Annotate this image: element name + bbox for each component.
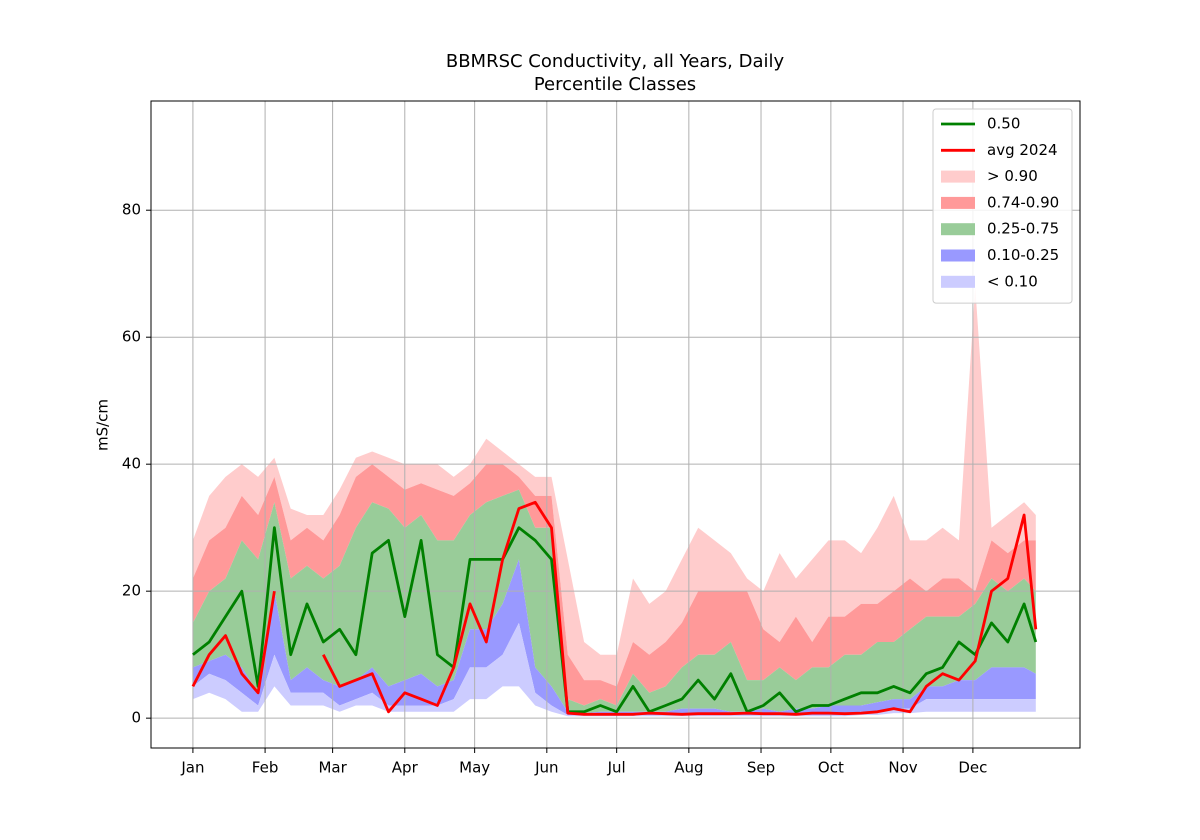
legend-swatch <box>941 249 975 262</box>
x-tick-label: Mar <box>318 759 347 777</box>
y-tick-label: 80 <box>122 201 141 219</box>
legend-swatch <box>941 223 975 236</box>
legend-label: 0.50 <box>987 115 1020 133</box>
legend-label: < 0.10 <box>987 272 1038 290</box>
legend-label: > 0.90 <box>987 167 1038 185</box>
x-tick-label: Jul <box>607 759 626 777</box>
x-tick-label: Apr <box>392 759 419 777</box>
y-tick-label: 60 <box>122 328 141 346</box>
series-line <box>191 500 1038 716</box>
percentile-band <box>192 622 1036 717</box>
x-tick-label: Jun <box>534 759 558 777</box>
y-tick-label: 40 <box>122 455 141 473</box>
x-tick-label: Dec <box>958 759 987 777</box>
plot-frame <box>150 100 1081 749</box>
percentile-band <box>192 286 1036 687</box>
y-tick-label: 20 <box>122 582 141 600</box>
percentile-band <box>192 489 1036 714</box>
x-tick-label: May <box>459 759 490 777</box>
x-tick-label: Nov <box>888 759 917 777</box>
x-tick-label: Aug <box>674 759 703 777</box>
y-tick-label: 0 <box>131 709 141 727</box>
chart-title: BBMRSC Conductivity, all Years, Daily <box>446 51 785 72</box>
y-axis-label: mS/cm <box>94 399 112 451</box>
chart-subtitle: Percentile Classes <box>534 74 696 95</box>
x-tick-label: Jan <box>180 759 204 777</box>
legend-swatch <box>941 275 975 288</box>
legend-swatch <box>941 196 975 209</box>
series-line <box>192 526 1038 714</box>
x-tick-label: Sep <box>747 759 775 777</box>
legend-label: 0.25-0.75 <box>987 220 1059 238</box>
x-tick-label: Feb <box>252 759 279 777</box>
legend-label: 0.74-0.90 <box>987 193 1059 211</box>
legend-label: 0.10-0.25 <box>987 246 1059 264</box>
x-tick-label: Oct <box>818 759 844 777</box>
percentile-band <box>192 464 1036 706</box>
legend-label: avg 2024 <box>987 141 1058 159</box>
legend-swatch <box>941 170 975 183</box>
